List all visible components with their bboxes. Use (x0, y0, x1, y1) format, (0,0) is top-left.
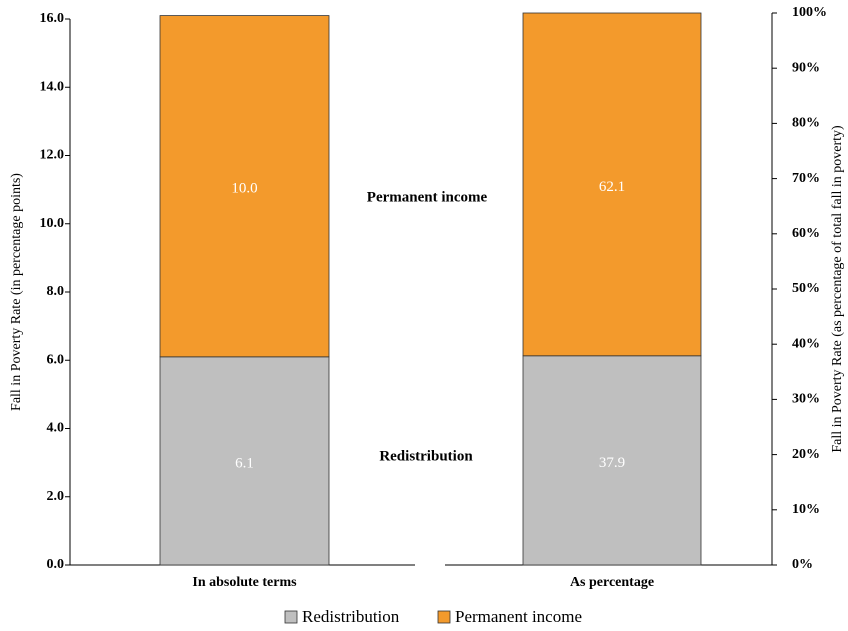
y-tick-label: 8.0 (47, 284, 65, 299)
bar-segment (159, 356, 330, 566)
y-tick-label: 0.0 (47, 557, 65, 572)
y-tick-label: 6.0 (47, 352, 65, 367)
y-tick-label: 90% (792, 60, 820, 75)
y-tick-label: 60% (792, 226, 820, 241)
x-tick-label: In absolute terms (192, 575, 297, 590)
y-tick-label: 70% (792, 171, 820, 186)
y-tick-label: 10% (792, 502, 820, 517)
bar-segment (522, 12, 702, 357)
legend-swatch (284, 610, 298, 624)
bar-segment (522, 355, 702, 566)
x-tick-label: As percentage (570, 575, 654, 590)
legend-swatch (437, 610, 451, 624)
value-label: 6.1 (235, 455, 254, 471)
y-tick-label: 0% (792, 557, 813, 572)
y-tick-label: 2.0 (47, 489, 65, 504)
y-axis-label: Fall in Poverty Rate (as percentage of t… (830, 125, 845, 453)
y-tick-label: 16.0 (40, 11, 65, 26)
y-tick-label: 30% (792, 392, 820, 407)
y-tick-label: 50% (792, 281, 820, 296)
y-tick-label: 80% (792, 116, 820, 131)
y-tick-label: 10.0 (40, 216, 65, 231)
annotation: Permanent income (367, 189, 488, 205)
value-label: 37.9 (599, 455, 625, 471)
y-tick-label: 14.0 (40, 79, 65, 94)
value-label: 62.1 (599, 179, 625, 195)
legend-label: Redistribution (302, 607, 400, 626)
y-tick-label: 100% (792, 5, 827, 20)
annotation: Redistribution (379, 448, 473, 464)
y-tick-label: 20% (792, 447, 820, 462)
value-label: 10.0 (231, 181, 257, 197)
bar-segment (159, 15, 330, 358)
y-axis-label: Fall in Poverty Rate (in percentage poin… (9, 173, 24, 411)
legend-label: Permanent income (455, 607, 582, 626)
y-tick-label: 4.0 (47, 421, 65, 436)
y-tick-label: 40% (792, 336, 820, 351)
y-tick-label: 12.0 (40, 148, 65, 163)
